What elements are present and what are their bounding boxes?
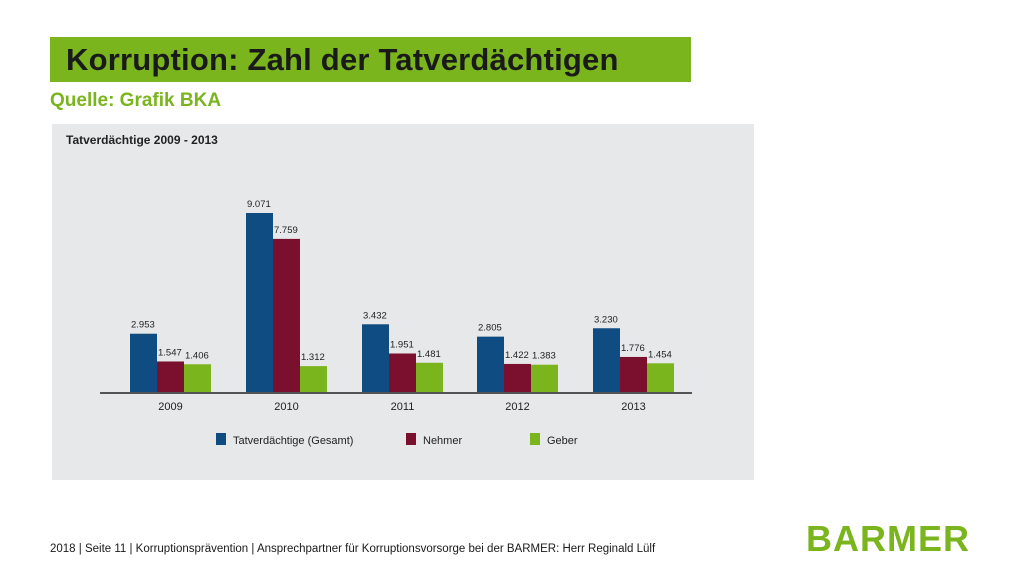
legend-label-geber: Geber [547,435,578,447]
bar-geber-2013 [647,363,674,392]
x-tick-label-2011: 2011 [391,401,415,413]
bar-tatverd-chtige-gesamt-2011 [362,324,389,392]
data-label-geber-2010: 1.312 [301,352,325,363]
x-tick-label-2013: 2013 [621,401,645,413]
chart-panel: Tatverdächtige 2009 - 2013 2.953 1.547 1.4… [52,124,754,480]
legend-swatch-geber [530,433,540,445]
bar-nehmer-2013 [620,356,647,392]
bar-tatverd-chtige-gesamt-2010 [246,213,273,392]
data-label-tatverd-chtige-gesamt-2012: 2.805 [478,323,502,334]
legend-swatch-nehmer [406,433,416,445]
bar-nehmer-2011 [389,353,416,392]
bar-geber-2012 [531,364,558,392]
legend-label-tatverd-chtige-gesamt: Tatverdächtige (Gesamt) [233,435,353,447]
footer-text: 2018 | Seite 11 | Korruptionsprävention … [50,543,656,555]
x-tick-label-2009: 2009 [158,401,182,413]
data-label-tatverd-chtige-gesamt-2011: 3.432 [363,310,387,321]
data-label-geber-2012: 1.383 [532,351,556,362]
title-bar: Korruption: Zahl der Tatverdächtigen [50,37,691,82]
bar-tatverd-chtige-gesamt-2012 [477,336,504,392]
data-label-nehmer-2009: 1.547 [158,347,182,358]
bar-nehmer-2010 [273,238,300,392]
data-label-nehmer-2012: 1.422 [505,350,529,361]
bar-nehmer-2009 [157,361,184,392]
data-label-nehmer-2010: 7.759 [274,225,298,236]
chart-title: Tatverdächtige 2009 - 2013 [66,133,218,147]
data-label-nehmer-2011: 1.951 [390,340,414,351]
source-label: Quelle: Grafik BKA [50,90,222,111]
bar-tatverd-chtige-gesamt-2013 [593,328,620,392]
data-label-tatverd-chtige-gesamt-2010: 9.071 [247,199,271,210]
barmer-logo: BARMER [806,518,970,559]
legend-label-nehmer: Nehmer [423,435,462,447]
bar-geber-2009 [184,364,211,392]
data-label-nehmer-2013: 1.776 [621,343,645,354]
bar-tatverd-chtige-gesamt-2009 [130,333,157,392]
data-label-geber-2011: 1.481 [417,349,441,360]
bar-geber-2011 [416,362,443,392]
data-label-geber-2013: 1.454 [648,349,672,360]
slide-title: Korruption: Zahl der Tatverdächtigen [66,41,619,77]
bar-geber-2010 [300,366,327,392]
bar-nehmer-2012 [504,363,531,392]
data-label-geber-2009: 1.406 [185,350,209,361]
x-tick-label-2010: 2010 [274,401,298,413]
x-tick-label-2012: 2012 [505,401,529,413]
data-label-tatverd-chtige-gesamt-2013: 3.230 [594,314,618,325]
legend-swatch-tatverd-chtige-gesamt [216,433,226,445]
data-label-tatverd-chtige-gesamt-2009: 2.953 [131,320,155,331]
